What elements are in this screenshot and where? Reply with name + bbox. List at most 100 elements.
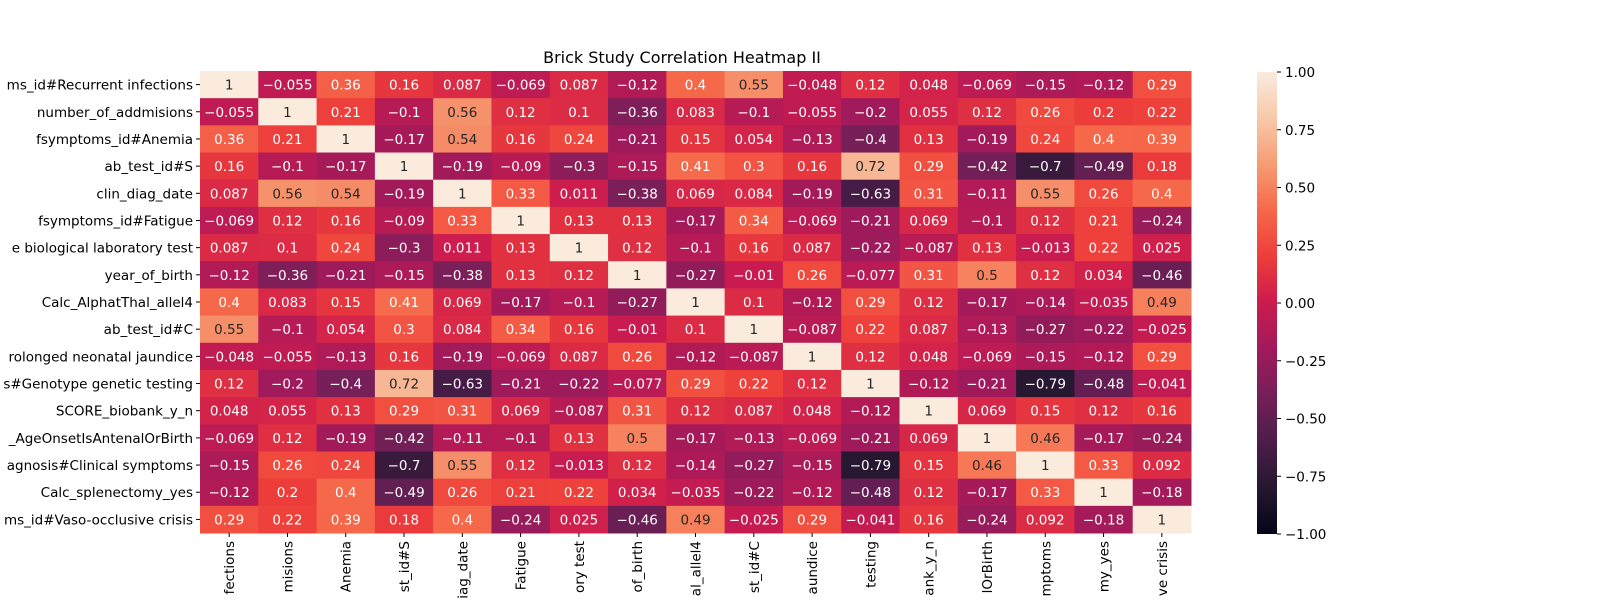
cell-value-label: −0.4 (329, 377, 362, 393)
heatmap-cell (841, 369, 901, 398)
cell-value-label: −0.79 (850, 458, 891, 474)
heatmap-cell (899, 288, 959, 317)
cell-value-label: −0.17 (383, 132, 424, 148)
cell-value-label: 0.12 (1030, 268, 1060, 284)
heatmap-cell (1132, 234, 1192, 262)
heatmap-cell (1074, 342, 1134, 371)
heatmap-cell (1132, 397, 1192, 425)
cell-value-label: −0.22 (1083, 322, 1124, 338)
cell-value-label: 0.048 (793, 404, 832, 420)
cell-value-label: 0.24 (1030, 132, 1060, 148)
cell-value-label: 0.054 (734, 132, 773, 148)
heatmap-cell (433, 152, 492, 181)
heatmap-cell (957, 71, 1017, 99)
heatmap-cell (374, 397, 434, 425)
heatmap-cell (724, 261, 784, 289)
cell-value-label: 0.22 (1089, 241, 1119, 257)
y-tick-label: clin_diag_date (96, 186, 193, 202)
heatmap-cell (549, 98, 609, 126)
heatmap-cell (1074, 98, 1134, 126)
heatmap-cell (491, 315, 551, 344)
cell-value-label: −0.48 (850, 485, 891, 501)
cell-value-label: 0.13 (972, 241, 1002, 257)
heatmap-cell (258, 369, 318, 398)
cell-value-label: 0.5 (626, 431, 647, 447)
cell-value-label: 0.4 (335, 485, 356, 501)
heatmap-cell (433, 315, 492, 344)
cell-value-label: −0.055 (204, 105, 254, 121)
heatmap-cell (374, 98, 434, 126)
heatmap-cell (957, 98, 1017, 126)
heatmap-cell (316, 478, 376, 507)
cell-value-label: −0.17 (500, 295, 541, 311)
cell-value-label: 0.13 (331, 404, 361, 420)
heatmap-cell (1016, 478, 1075, 507)
heatmap-cell (374, 451, 434, 480)
x-tick-label: al_allel4 (689, 541, 705, 596)
cell-value-label: 0.083 (676, 105, 715, 121)
heatmap-cell (1016, 152, 1075, 181)
heatmap-cell (374, 505, 434, 534)
heatmap-cell (899, 179, 959, 208)
heatmap-cell (666, 179, 726, 208)
heatmap-cell (200, 288, 259, 317)
heatmap-cell (666, 98, 726, 126)
cell-value-label: 0.092 (1143, 458, 1182, 474)
heatmap-cell (549, 261, 609, 289)
heatmap-cell (316, 369, 376, 398)
heatmap-cell (491, 152, 551, 181)
heatmap-cell (782, 369, 842, 398)
cell-value-label: −0.19 (383, 186, 424, 202)
heatmap-cell (1132, 179, 1192, 208)
heatmap-cell (258, 424, 318, 452)
cell-value-label: 0.29 (1147, 349, 1177, 365)
cell-value-label: −0.17 (1083, 431, 1124, 447)
heatmap-cell (316, 288, 376, 317)
cell-value-label: −0.069 (962, 349, 1012, 365)
y-tick-label: e biological laboratory test (12, 241, 193, 257)
cell-value-label: −0.055 (262, 349, 312, 365)
cell-value-label: −0.077 (845, 268, 895, 284)
colorbar-tick-label: −0.25 (1285, 354, 1326, 370)
heatmap-cell (549, 179, 609, 208)
heatmap-cell (549, 71, 609, 99)
cell-value-label: −0.42 (966, 159, 1007, 175)
heatmap-cell (549, 451, 609, 480)
cell-value-label: −0.14 (1025, 295, 1066, 311)
cell-value-label: 0.36 (331, 78, 361, 94)
cell-value-label: 0.069 (443, 295, 482, 311)
cell-value-label: 0.26 (1030, 105, 1060, 121)
cell-value-label: 1 (283, 105, 292, 121)
y-tick-label: number_of_addmisions (37, 105, 193, 121)
heatmap-cell (899, 234, 959, 262)
cell-value-label: 0.33 (1030, 485, 1060, 501)
x-tick-label: of_birth (630, 541, 646, 592)
cell-value-label: −0.79 (1025, 377, 1066, 393)
x-tick-label: ory test (572, 541, 588, 593)
heatmap-cell (782, 206, 842, 235)
cell-value-label: 0.29 (1147, 78, 1177, 94)
heatmap-cell (200, 261, 259, 289)
heatmap-cell (258, 288, 318, 317)
heatmap-cell (782, 179, 842, 208)
cell-value-label: 0.12 (1089, 404, 1119, 420)
cell-value-label: −0.36 (617, 105, 658, 121)
cell-value-label: 0.084 (443, 322, 482, 338)
x-tick-label: ank_y_n (922, 541, 938, 596)
heatmap-cell (1074, 125, 1134, 154)
cell-value-label: −0.2 (854, 105, 887, 121)
heatmap-cell (841, 125, 901, 154)
cell-value-label: 0.3 (393, 322, 414, 338)
cell-value-label: 0.16 (506, 132, 536, 148)
cell-value-label: −0.025 (729, 512, 779, 528)
heatmap-cell (899, 125, 959, 154)
cell-value-label: 1 (225, 78, 234, 94)
colorbar-tick-label: 0.50 (1285, 181, 1315, 197)
heatmap-cell (374, 315, 434, 344)
cell-value-label: −0.24 (500, 512, 541, 528)
heatmap-cell (957, 261, 1017, 289)
heatmap-cell (1016, 71, 1075, 99)
heatmap-cell (374, 179, 434, 208)
heatmap-cell (724, 152, 784, 181)
cell-value-label: −0.035 (1079, 295, 1129, 311)
